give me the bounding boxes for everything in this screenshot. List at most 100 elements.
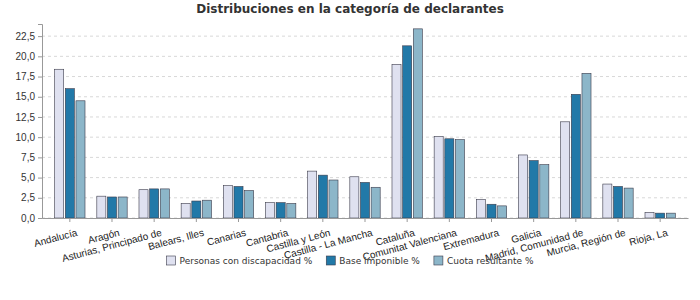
y-tick-mark	[38, 137, 42, 138]
y-tick-label: 7,5	[21, 152, 35, 163]
bar	[360, 182, 369, 218]
bar	[529, 161, 538, 218]
x-tick-mark	[618, 218, 619, 222]
bar	[413, 29, 422, 218]
bar	[666, 213, 675, 218]
grid-line	[42, 36, 688, 37]
grid	[42, 36, 688, 218]
bar	[150, 189, 159, 218]
y-tick-label: 12,5	[16, 112, 36, 123]
legend-label: Base imponible %	[339, 256, 420, 266]
y-tick: 7,5	[21, 152, 42, 163]
x-tick-mark	[69, 218, 70, 222]
y-tick-mark	[38, 178, 42, 179]
x-tick-label: Andalucía	[33, 227, 79, 249]
legend-item: Cuota resultante %	[434, 256, 534, 266]
y-tick-label: 22,5	[16, 31, 36, 42]
bar	[392, 64, 401, 218]
y-tick-mark	[38, 77, 42, 78]
y-tick: 15,0	[16, 91, 42, 102]
x-tick-mark	[491, 218, 492, 222]
bar	[308, 171, 317, 218]
bar	[434, 136, 443, 218]
x-tick-mark	[660, 218, 661, 222]
bar	[371, 187, 380, 218]
bar	[350, 177, 359, 218]
bar	[287, 203, 296, 218]
y-tick-label: 5,0	[21, 172, 35, 183]
y-tick: 2,5	[21, 192, 42, 203]
bar	[445, 139, 454, 218]
y-tick: 5,0	[21, 172, 42, 183]
x-tick-mark	[407, 218, 408, 222]
x-tick-mark	[365, 218, 366, 222]
x-tick: Balears, Illes	[147, 218, 205, 252]
bar	[476, 199, 485, 218]
x-tick: Andalucía	[33, 218, 79, 249]
x-tick-mark	[322, 218, 323, 222]
x-tick-mark	[449, 218, 450, 222]
x-tick: Murcia, Región de	[545, 218, 627, 258]
bar	[518, 155, 527, 218]
y-tick-mark	[38, 218, 42, 219]
x-tick-mark	[154, 218, 155, 222]
y-tick-mark	[38, 56, 42, 57]
x-tick-label: Extremadura	[442, 227, 501, 253]
bar	[613, 186, 622, 218]
legend-item: Personas con discapacidad %	[167, 256, 313, 266]
y-tick: 0,0	[21, 213, 42, 224]
bar	[118, 197, 127, 218]
bar	[65, 89, 74, 218]
bar	[582, 73, 591, 218]
x-tick-mark	[238, 218, 239, 222]
bar	[487, 204, 496, 218]
x-tick-mark	[280, 218, 281, 222]
bar	[107, 197, 116, 218]
x-tick-mark	[196, 218, 197, 222]
bar	[645, 212, 654, 218]
y-tick: 17,5	[16, 71, 42, 82]
bar	[571, 94, 580, 218]
x-tick: Rioja, La	[628, 218, 669, 248]
y-tick-label: 15,0	[16, 91, 36, 102]
bar	[561, 122, 570, 218]
bar	[329, 180, 338, 218]
grid-line	[42, 56, 688, 57]
bar	[181, 203, 190, 218]
y-tick: 12,5	[16, 112, 42, 123]
bar	[76, 101, 85, 218]
bar	[55, 69, 64, 218]
bar	[603, 184, 612, 218]
legend-swatch	[434, 256, 443, 265]
y-tick: 22,5	[16, 31, 42, 42]
x-tick-label: Murcia, Región de	[545, 227, 627, 259]
y-tick-label: 2,5	[21, 192, 35, 203]
x-tick-label: Canarias	[206, 227, 248, 248]
x-tick-mark	[575, 218, 576, 222]
bar	[223, 186, 232, 218]
x-tick-label: Balears, Illes	[147, 227, 205, 252]
y-tick-mark	[38, 97, 42, 98]
legend-label: Personas con discapacidad %	[180, 256, 313, 266]
y-tick-label: 17,5	[16, 71, 36, 82]
bar	[202, 200, 211, 218]
y-tick-mark	[38, 198, 42, 199]
x-tick-mark	[533, 218, 534, 222]
x-tick-label: Rioja, La	[628, 227, 669, 248]
y-tick-label: 0,0	[21, 213, 35, 224]
x-tick: Extremadura	[442, 218, 501, 252]
legend: Personas con discapacidad % Base imponibl…	[167, 256, 534, 266]
y-tick-mark	[38, 117, 42, 118]
y-tick-mark	[38, 36, 42, 37]
legend-swatch	[167, 256, 176, 265]
x-tick: Castilla - La Mancha	[283, 218, 374, 261]
y-tick-label: 20,0	[16, 51, 36, 62]
bar	[97, 196, 106, 218]
y-tick-label: 10,0	[16, 132, 36, 143]
bar	[160, 189, 169, 218]
bar	[139, 190, 148, 218]
bar	[245, 191, 254, 218]
bar	[192, 201, 201, 218]
bars	[55, 29, 676, 218]
x-tick-mark	[111, 218, 112, 222]
